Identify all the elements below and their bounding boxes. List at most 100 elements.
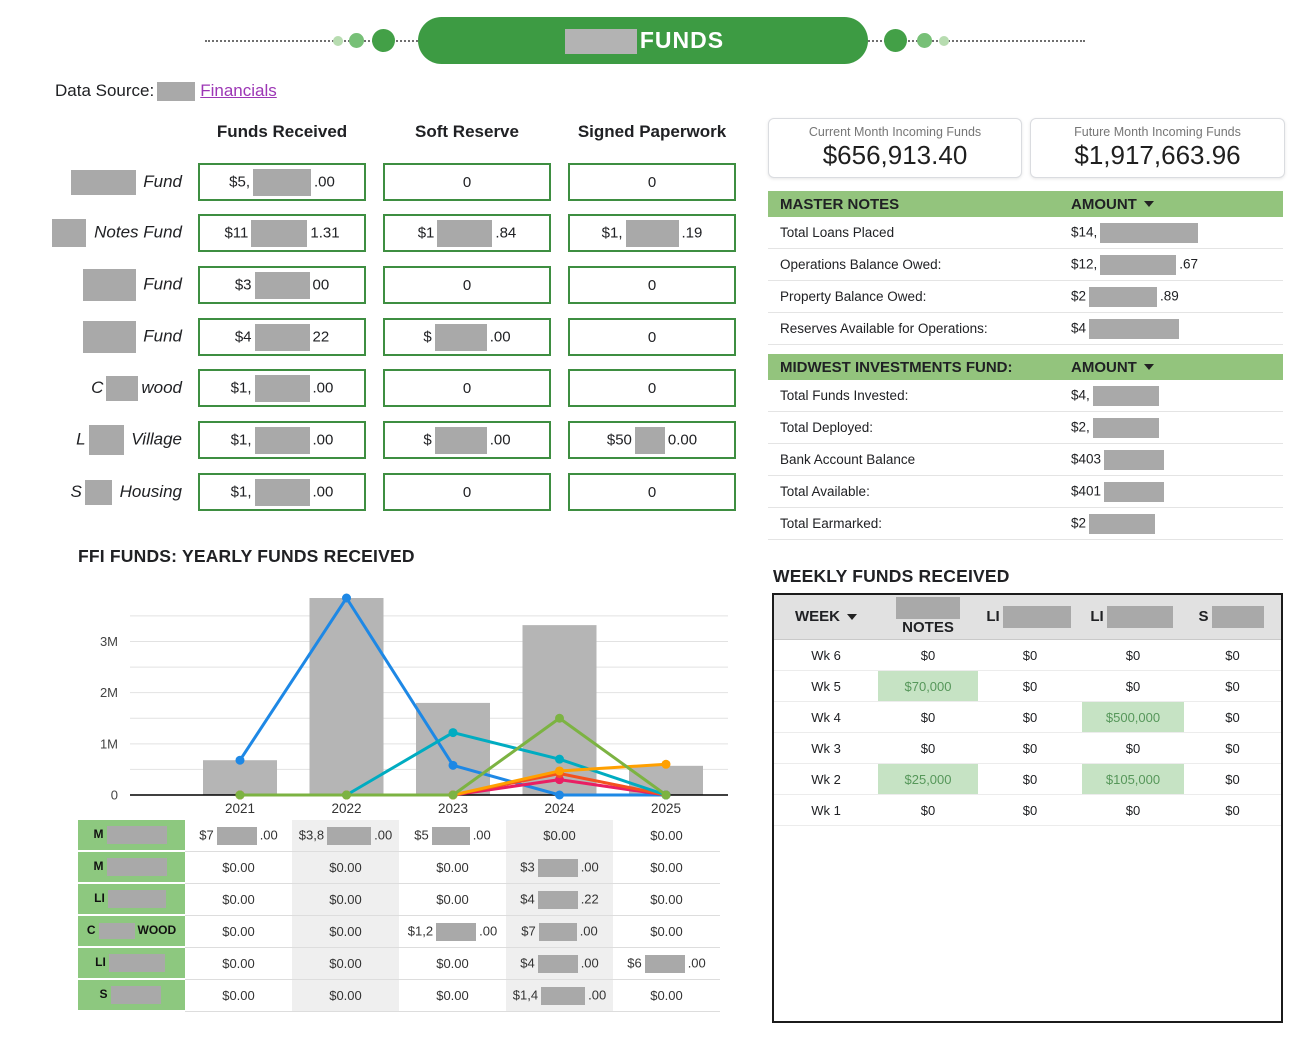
legend-value-cell: $0.00 bbox=[292, 884, 399, 916]
legend-row-label-text: M bbox=[94, 826, 170, 844]
redaction-box bbox=[1089, 286, 1158, 307]
weekly-value-cell: $0 bbox=[878, 733, 978, 763]
legend-row-label: M bbox=[78, 820, 185, 852]
redaction-box bbox=[541, 986, 586, 1005]
legend-value-cell: $0.00 bbox=[185, 980, 292, 1012]
series-point-fund-5-orange-2024 bbox=[555, 766, 564, 776]
fund-value-cell: $1, .00 bbox=[198, 421, 366, 459]
notes-row-amount: $2, bbox=[1071, 417, 1162, 438]
weekly-value-text: $0 bbox=[1022, 647, 1038, 663]
legend-row-label: S bbox=[78, 980, 185, 1012]
weekly-column-header-4[interactable]: S bbox=[1184, 595, 1281, 639]
legend-value-cell: $7.00 bbox=[506, 916, 613, 948]
legend-value-text: $0.00 bbox=[222, 892, 255, 907]
redaction-box bbox=[1211, 606, 1264, 628]
notes-table-row: Operations Balance Owed: $12, .67 bbox=[768, 249, 1283, 281]
notes-table-row: Bank Account Balance $403 bbox=[768, 444, 1283, 476]
fund-row-label-text: S Housing bbox=[71, 479, 182, 505]
redaction-box bbox=[1089, 318, 1180, 339]
legend-value-text: $0.00 bbox=[436, 892, 469, 907]
legend-value-cell: $4.22 bbox=[506, 884, 613, 916]
legend-value-cell: $0.00 bbox=[292, 948, 399, 980]
funds-matrix-row: Notes Fund $11 1.31 $1.84 $1, .19 bbox=[0, 214, 740, 252]
redaction-box bbox=[1104, 481, 1165, 502]
weekly-column-header-2[interactable]: LI bbox=[978, 595, 1082, 639]
fund-value-cell: $1, .00 bbox=[198, 369, 366, 407]
weekly-value-text: $0 bbox=[1022, 740, 1038, 756]
legend-value-cell: $0.00 bbox=[613, 916, 720, 948]
fund-row-label-text: Fund bbox=[80, 321, 182, 353]
weekly-column-header-text: LI bbox=[1090, 606, 1175, 628]
weekly-column-header-0[interactable]: WEEK bbox=[774, 595, 878, 639]
amount-header-label: AMOUNT bbox=[1071, 195, 1137, 213]
legend-row-label-text: C WOOD bbox=[86, 923, 177, 939]
year-bar-2021 bbox=[203, 760, 277, 795]
weekly-value-text: $25,000 bbox=[904, 771, 952, 787]
weekly-value-cell: $0 bbox=[1184, 671, 1281, 701]
legend-value-cell: $0.00 bbox=[613, 852, 720, 884]
x-axis-label: 2021 bbox=[225, 801, 255, 816]
legend-value-cell: $6.00 bbox=[613, 948, 720, 980]
redaction-box bbox=[434, 323, 487, 351]
y-axis-label: 3M bbox=[100, 634, 118, 649]
weekly-column-header-text: NOTES bbox=[893, 596, 963, 638]
midwest-amount-sort[interactable]: AMOUNT bbox=[1071, 359, 1154, 376]
year-bar-2023 bbox=[416, 702, 490, 795]
funds-matrix-row: Fund $4 22 $ .00 0 bbox=[0, 318, 740, 356]
notes-row-label: Operations Balance Owed: bbox=[780, 257, 942, 272]
notes-table-row: Reserves Available for Operations: $4 bbox=[768, 313, 1283, 345]
redaction-box bbox=[110, 986, 161, 1004]
x-axis-label: 2022 bbox=[331, 801, 361, 816]
weekly-column-header-1[interactable]: NOTES bbox=[878, 595, 978, 639]
data-source-link[interactable]: Financials bbox=[200, 81, 277, 100]
fund-value-cell: $11 1.31 bbox=[198, 214, 366, 252]
legend-value-text: $4.00 bbox=[520, 954, 599, 973]
redaction-box bbox=[327, 826, 372, 845]
scorecard-value: $656,913.40 bbox=[822, 140, 968, 170]
notes-row-label: Property Balance Owed: bbox=[780, 289, 927, 304]
notes-row-amount: $4 bbox=[1071, 318, 1182, 339]
redaction-box bbox=[896, 596, 960, 619]
redaction-box bbox=[82, 269, 136, 301]
fund-value-text: 0 bbox=[647, 173, 657, 191]
weekly-value-cell: $0 bbox=[1184, 733, 1281, 763]
notes-table-row: Total Deployed: $2, bbox=[768, 412, 1283, 444]
year-bar-2022 bbox=[309, 598, 384, 795]
weekly-week-cell: Wk 3 bbox=[774, 733, 878, 763]
series-point-fund-5-orange-2025 bbox=[661, 759, 671, 769]
weekly-week-text: Wk 1 bbox=[811, 802, 841, 818]
legend-value-cell: $0.00 bbox=[185, 852, 292, 884]
fund-row-label: Fund bbox=[20, 163, 182, 201]
legend-row-label: C WOOD bbox=[78, 916, 185, 948]
legend-value-text: $0.00 bbox=[650, 988, 683, 1003]
legend-value-cell: $0.00 bbox=[292, 916, 399, 948]
legend-row-label: M bbox=[78, 852, 185, 884]
fund-value-cell: $1.84 bbox=[383, 214, 551, 252]
legend-row-label-text: LI bbox=[95, 954, 168, 972]
weekly-week-cell: Wk 2 bbox=[774, 764, 878, 794]
legend-value-cell: $0.00 bbox=[613, 884, 720, 916]
notes-row-label: Total Funds Invested: bbox=[780, 388, 909, 403]
notes-row-amount: $4, bbox=[1071, 385, 1162, 406]
legend-value-text: $0.00 bbox=[650, 924, 683, 939]
series-point-fund-6-green-2021 bbox=[235, 790, 245, 800]
x-axis-label: 2023 bbox=[438, 801, 468, 816]
redaction-box bbox=[82, 321, 136, 353]
weekly-value-text: $0 bbox=[920, 647, 936, 663]
legend-table-row: S $0.00 $0.00 $0.00 $1,4.00 $0.00 bbox=[78, 980, 720, 1012]
weekly-table-row: Wk 4 $0 $0 $500,000 $0 bbox=[774, 702, 1281, 733]
redaction-box bbox=[644, 954, 685, 973]
weekly-value-text: $0 bbox=[920, 709, 936, 725]
fund-row-label: L Village bbox=[20, 421, 182, 459]
weekly-value-cell: $0 bbox=[1082, 733, 1184, 763]
legend-value-text: $7.00 bbox=[199, 826, 278, 845]
legend-value-cell: $0.00 bbox=[185, 916, 292, 948]
master-notes-amount-sort[interactable]: AMOUNT bbox=[1071, 196, 1154, 213]
data-source-row: Data Source: Financials bbox=[55, 81, 277, 102]
scorecard-title: Future Month Incoming Funds bbox=[1074, 125, 1241, 139]
weekly-column-header-3[interactable]: LI bbox=[1082, 595, 1184, 639]
fund-value-cell: $1, .00 bbox=[198, 473, 366, 511]
notes-row-amount: $403 bbox=[1071, 449, 1167, 470]
notes-table-row: Total Available: $401 bbox=[768, 476, 1283, 508]
fund-value-text: 0 bbox=[647, 328, 657, 346]
